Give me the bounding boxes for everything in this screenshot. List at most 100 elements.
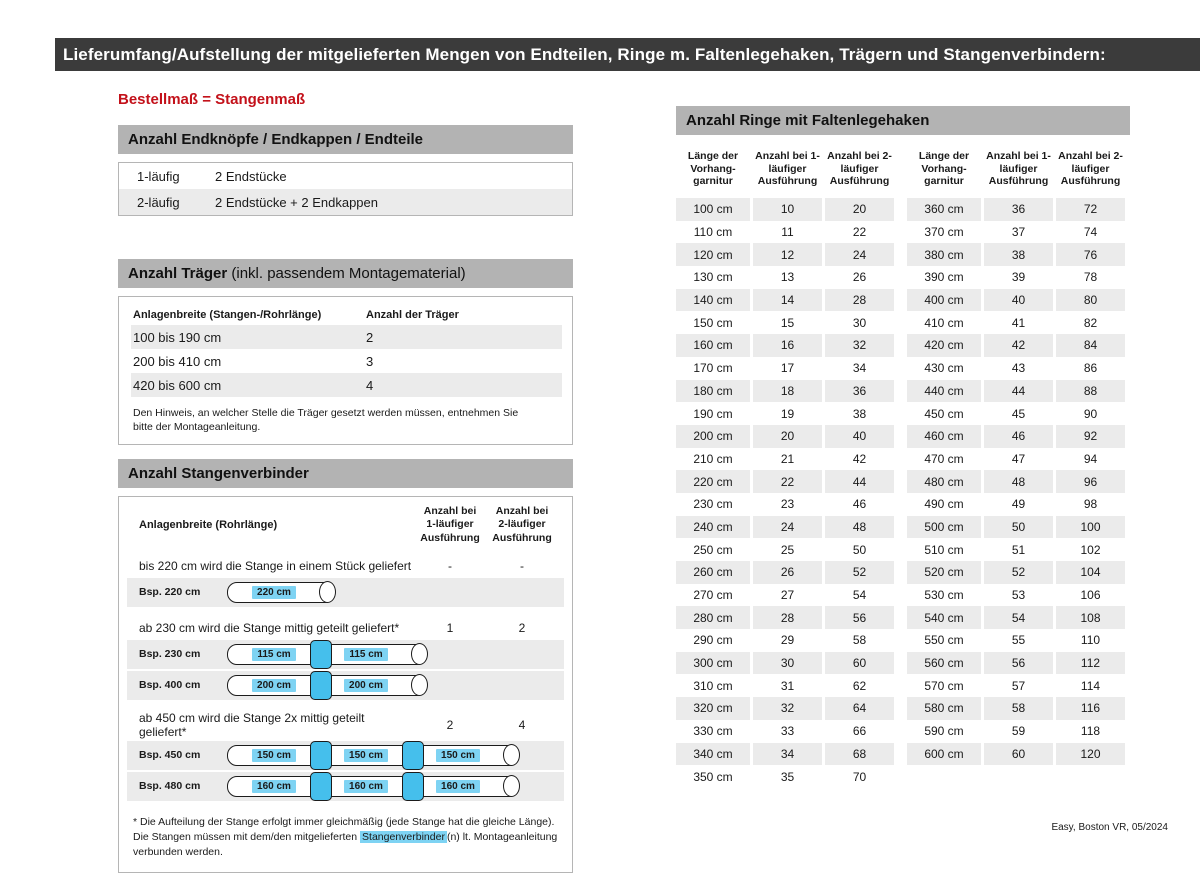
traeger-table-header: Anlagenbreite (Stangen-/Rohrlänge) Anzah… bbox=[131, 305, 562, 325]
ring-row-count-2l: 72 bbox=[1056, 198, 1125, 221]
ring-tables: Länge der Vorhang-garnitur Anzahl bei 1-… bbox=[676, 146, 1130, 788]
ring-row-length: 600 cm bbox=[907, 742, 981, 766]
ring-row: 120 cm 12 24 bbox=[676, 243, 894, 267]
ring-row-count-2l: 68 bbox=[825, 742, 894, 766]
verbinder-examples: Bsp. 220 cm 220 cm bbox=[119, 577, 572, 607]
ring-row-count-1l: 60 bbox=[984, 742, 1053, 766]
ring-row-count-2l: 108 bbox=[1056, 606, 1125, 630]
ring-row-count-2l: 106 bbox=[1080, 588, 1101, 603]
ring-row: 160 cm 16 32 bbox=[676, 334, 894, 357]
ring-col-2l: Anzahl bei 2-läufiger Ausführung bbox=[1058, 149, 1123, 188]
traeger-table: Anlagenbreite (Stangen-/Rohrlänge) Anzah… bbox=[118, 296, 573, 446]
ring-row-count-1l: 36 bbox=[984, 198, 1053, 221]
verbinder-count-2l: 2 bbox=[518, 620, 526, 635]
ring-row-count-1l: 39 bbox=[1011, 270, 1026, 285]
ring-row-count-1l: 27 bbox=[780, 588, 795, 603]
section-heading-endteile-label: Anzahl Endknöpfe / Endkappen / Endteile bbox=[128, 131, 424, 148]
ring-row-length: 280 cm bbox=[676, 606, 750, 630]
ring-row-count-1l: 18 bbox=[753, 379, 822, 403]
ring-row: 380 cm 38 76 bbox=[907, 243, 1125, 267]
rod-diagram: 160 cm 160 cm 160 bbox=[227, 771, 520, 801]
ring-row: 590 cm 59 118 bbox=[907, 720, 1125, 743]
ring-row-count-2l: 104 bbox=[1056, 561, 1125, 584]
traeger-row-range: 420 bis 600 cm bbox=[133, 377, 222, 393]
example-label: Bsp. 400 cm bbox=[139, 679, 201, 692]
ring-row-length: 380 cm bbox=[907, 243, 981, 267]
ring-row-count-2l: 22 bbox=[852, 225, 867, 240]
ring-row-length: 100 cm bbox=[676, 198, 750, 221]
ring-row-length: 360 cm bbox=[907, 198, 981, 221]
ring-row-length: 580 cm bbox=[907, 697, 981, 720]
ring-row: 480 cm 48 96 bbox=[907, 470, 1125, 493]
section-heading-traeger: Anzahl Träger (inkl. passendem Montagema… bbox=[118, 259, 573, 288]
ring-table-2: Länge der Vorhang-garnitur Anzahl bei 1-… bbox=[907, 146, 1125, 788]
traeger-row-range: 200 bis 410 cm bbox=[133, 353, 222, 369]
rod-segment: 150 cm bbox=[402, 740, 504, 770]
ring-row-count-2l: 42 bbox=[852, 451, 867, 466]
ring-row: 100 cm 10 20 bbox=[676, 198, 894, 221]
ring-row-count-2l: 28 bbox=[825, 288, 894, 312]
traeger-row: 200 bis 410 cm 3 bbox=[131, 349, 562, 373]
rod-segment: 160 cm bbox=[402, 771, 504, 801]
ring-row-count-2l: 92 bbox=[1056, 424, 1125, 448]
rod-segment: 200 cm bbox=[310, 670, 412, 700]
rod-example-row: Bsp. 230 cm 115 cm bbox=[127, 639, 564, 669]
ring-row-length: 350 cm bbox=[693, 769, 733, 784]
ring-row-length: 310 cm bbox=[693, 678, 733, 693]
ring-row: 220 cm 22 44 bbox=[676, 470, 894, 493]
verbinder-col-2l: Anzahl bei 2-läufiger Ausführung bbox=[492, 505, 552, 544]
rod-diagram: 220 cm bbox=[227, 581, 336, 604]
ring-row: 470 cm 47 94 bbox=[907, 448, 1125, 471]
ring-row: 130 cm 13 26 bbox=[676, 266, 894, 289]
ring-row-length: 250 cm bbox=[693, 542, 733, 557]
ring-row-count-1l: 29 bbox=[780, 633, 795, 648]
ring-row-count-2l: 116 bbox=[1056, 697, 1125, 720]
ring-row-count-1l: 57 bbox=[1011, 678, 1026, 693]
rod-segment-length-label: 115 cm bbox=[344, 647, 388, 661]
rod-end-cap-icon bbox=[503, 775, 520, 798]
rod-example-row: Bsp. 400 cm 200 cm bbox=[127, 670, 564, 700]
ring-col-2l: Anzahl bei 2-läufiger Ausführung bbox=[827, 149, 892, 188]
ring-row-count-2l: 86 bbox=[1083, 361, 1098, 376]
ring-row-length: 270 cm bbox=[693, 588, 733, 603]
ring-row-count-1l: 38 bbox=[984, 243, 1053, 267]
verbinder-section: ab 450 cm wird die Stange 2x mittig gete… bbox=[119, 711, 572, 801]
ring-row-count-2l: 100 bbox=[1056, 515, 1125, 539]
ring-row-count-1l: 50 bbox=[984, 515, 1053, 539]
traeger-row-count: 2 bbox=[366, 329, 374, 345]
ring-row: 110 cm 11 22 bbox=[676, 221, 894, 244]
rod-segment: 200 cm bbox=[228, 676, 320, 695]
rod-diagram: 115 cm 115 cm bbox=[227, 639, 428, 669]
ring-row-count-1l: 14 bbox=[753, 288, 822, 312]
ring-row: 580 cm 58 116 bbox=[907, 697, 1125, 720]
rod-segments: 160 cm 160 cm 160 bbox=[228, 771, 504, 801]
verbinder-col-width: Anlagenbreite (Rohrlänge) bbox=[139, 519, 278, 532]
ring-row-count-2l: 118 bbox=[1080, 724, 1101, 739]
ring-col-length: Länge der Vorhang-garnitur bbox=[687, 149, 739, 188]
ring-row-length: 560 cm bbox=[907, 651, 981, 675]
ring-row-count-1l: 13 bbox=[780, 270, 795, 285]
ring-row-length: 340 cm bbox=[676, 742, 750, 766]
ring-row-count-2l: 36 bbox=[825, 379, 894, 403]
ring-row: 390 cm 39 78 bbox=[907, 266, 1125, 289]
ring-row: 290 cm 29 58 bbox=[676, 629, 894, 652]
verbinder-examples: Bsp. 230 cm 115 cm bbox=[119, 639, 572, 700]
stangenverbinder-highlight: Stangenverbinder bbox=[360, 830, 447, 843]
rod-segments: 200 cm 200 cm bbox=[228, 670, 412, 700]
ring-row-count-2l: 56 bbox=[825, 606, 894, 630]
ring-row-count-1l: 47 bbox=[1011, 451, 1026, 466]
traeger-note: Den Hinweis, an welcher Stelle die Träge… bbox=[133, 407, 519, 434]
rod-segment-length-label: 220 cm bbox=[252, 585, 296, 599]
rod-segment-length-label: 160 cm bbox=[252, 779, 296, 793]
ring-row-count-1l: 54 bbox=[984, 606, 1053, 630]
verbinder-examples: Bsp. 450 cm 150 cm bbox=[119, 740, 572, 801]
ring-row-length: 450 cm bbox=[924, 406, 964, 421]
ring-row-count-2l: 24 bbox=[825, 243, 894, 267]
ring-row: 600 cm 60 120 bbox=[907, 742, 1125, 766]
title-bar: Lieferumfang/Aufstellung der mitgeliefer… bbox=[55, 38, 1200, 71]
verbinder-count-1l: 1 bbox=[446, 620, 454, 635]
verbinder-table-header: Anlagenbreite (Rohrlänge) Anzahl bei 1-l… bbox=[119, 505, 572, 544]
ring-row-length: 320 cm bbox=[676, 697, 750, 720]
rod-segments: 115 cm 115 cm bbox=[228, 639, 412, 669]
rod-diagram: 150 cm 150 cm 150 bbox=[227, 740, 520, 770]
